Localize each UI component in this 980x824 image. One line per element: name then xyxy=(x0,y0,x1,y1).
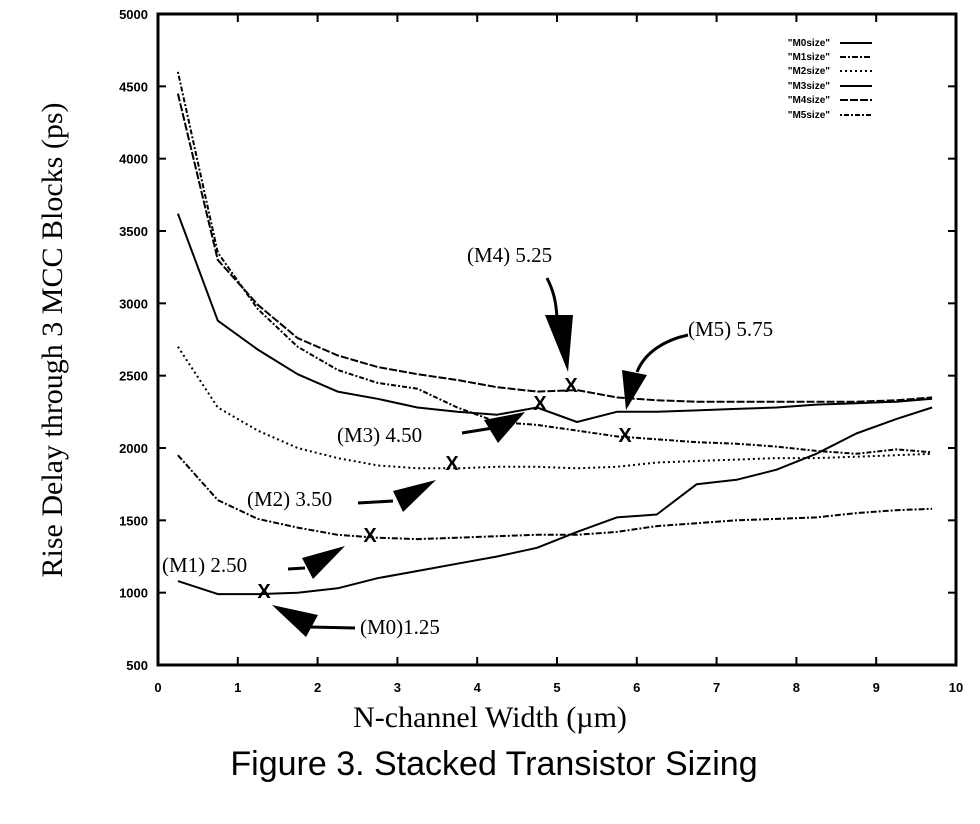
y-tick-label: 4000 xyxy=(119,152,148,167)
arrow-head-m3-icon xyxy=(484,412,525,443)
arrow-m3-icon xyxy=(461,426,494,435)
x-tick-label: 7 xyxy=(713,680,720,695)
series-line-m4 xyxy=(176,93,933,403)
y-axis-title: Rise Delay through 3 MCC Blocks (ps) xyxy=(36,103,69,578)
legend: "M0size" "M1size" "M2size" "M3size" "M4s… xyxy=(788,38,872,121)
annotation-m4: (M4) 5.25 xyxy=(467,243,552,267)
annotation-labels: (M4) 5.25 (M5) 5.75 (M3) 4.50 (M2) 3.50 … xyxy=(162,243,773,639)
arrow-m0-icon xyxy=(309,625,356,630)
marker-m0: X xyxy=(257,581,271,603)
legend-swatches xyxy=(840,42,872,116)
series-line-m2 xyxy=(177,346,933,470)
optimum-markers: X X X X X X xyxy=(257,375,632,603)
series-lines xyxy=(176,71,933,596)
y-tick-label: 5000 xyxy=(119,7,148,22)
x-tick-label: 6 xyxy=(633,680,640,695)
y-tick-label: 500 xyxy=(126,658,148,673)
legend-label-m1: "M1size" xyxy=(788,52,831,63)
x-tick-label: 10 xyxy=(949,680,963,695)
legend-label-m2: "M2size" xyxy=(788,66,831,77)
legend-label-m0: "M0size" xyxy=(788,38,831,49)
arrow-head-m1-icon xyxy=(302,546,345,579)
axis-ticks: 0 1 2 3 4 5 6 7 8 9 10 500 1000 1500 2000 2500 3000 3500 4… xyxy=(119,7,963,695)
arrow-m2-icon xyxy=(357,499,394,505)
marker-m4: X xyxy=(564,375,578,397)
series-line-m0 xyxy=(177,406,933,596)
y-tick-label: 2000 xyxy=(119,441,148,456)
annotation-m1: (M1) 2.50 xyxy=(162,553,247,577)
annotation-arrows xyxy=(272,277,689,637)
x-axis-title: N-channel Width (µm) xyxy=(353,701,627,734)
x-tick-label: 8 xyxy=(793,680,800,695)
arrow-head-m5-icon xyxy=(622,370,647,410)
x-tick-label: 3 xyxy=(394,680,401,695)
series-line-m5 xyxy=(176,71,933,455)
arrow-m4-icon xyxy=(545,277,559,319)
series-line-m3 xyxy=(176,213,933,423)
x-tick-label: 9 xyxy=(873,680,880,695)
series-line-m1 xyxy=(177,454,933,541)
arrow-head-m0-icon xyxy=(272,605,318,637)
x-tick-label: 1 xyxy=(234,680,241,695)
arrow-head-m2-icon xyxy=(393,480,436,512)
y-tick-label: 1000 xyxy=(119,586,148,601)
marker-m5: X xyxy=(618,425,632,447)
legend-label-m3: "M3size" xyxy=(788,81,831,92)
x-tick-label: 5 xyxy=(553,680,560,695)
legend-label-m5: "M5size" xyxy=(788,110,831,121)
figure-caption: Figure 3. Stacked Transistor Sizing xyxy=(230,745,757,783)
annotation-m3: (M3) 4.50 xyxy=(337,423,422,447)
y-tick-label: 2500 xyxy=(119,369,148,384)
y-tick-label: 1500 xyxy=(119,513,148,528)
y-tick-label: 4500 xyxy=(119,79,148,94)
annotation-m0: (M0)1.25 xyxy=(360,615,440,639)
marker-m3: X xyxy=(533,393,547,415)
y-tick-label: 3000 xyxy=(119,296,148,311)
arrow-head-m4-icon xyxy=(545,315,573,372)
x-tick-label: 2 xyxy=(314,680,321,695)
arrow-m1-icon xyxy=(287,566,306,571)
arrow-m5-icon xyxy=(635,333,689,373)
x-tick-label: 4 xyxy=(474,680,482,695)
legend-label-m4: "M4size" xyxy=(788,95,831,106)
marker-m2: X xyxy=(445,453,459,475)
y-tick-label: 3500 xyxy=(119,224,148,239)
annotation-m2: (M2) 3.50 xyxy=(247,487,332,511)
annotation-m5: (M5) 5.75 xyxy=(688,317,773,341)
x-tick-label: 0 xyxy=(154,680,161,695)
marker-m1: X xyxy=(363,525,377,547)
